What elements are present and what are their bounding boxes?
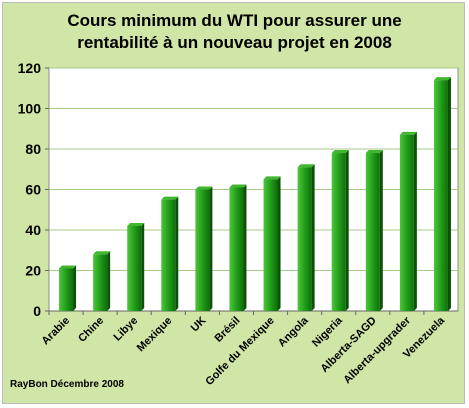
y-tick-label: 20 (25, 263, 41, 279)
x-tick-label: Arabie (39, 315, 72, 348)
chart-title: Cours minimum du WTI pour assurer une re… (0, 10, 469, 54)
chart-title-line-2: rentabilité à un nouveau projet en 2008 (77, 33, 392, 52)
bar (297, 164, 315, 311)
bar (161, 196, 179, 311)
y-tick-label: 120 (18, 60, 42, 76)
footer-credit: RayBon Décembre 2008 (10, 379, 124, 390)
x-tick-label: Angola (276, 314, 311, 349)
y-tick-label: 0 (33, 303, 41, 319)
bar (433, 77, 451, 312)
x-tick-label: Mexique (135, 315, 175, 355)
bar (331, 150, 349, 311)
bar (59, 265, 77, 311)
x-tick-label: Libye (112, 315, 141, 344)
x-tick-label: Brésil (212, 315, 242, 345)
x-tick-label: UK (189, 315, 209, 335)
y-tick-label: 80 (25, 141, 41, 157)
chart-title-line-1: Cours minimum du WTI pour assurer une (67, 11, 402, 30)
bar (399, 131, 417, 311)
y-tick-label: 100 (18, 101, 42, 117)
y-tick-label: 60 (25, 182, 41, 198)
x-tick-label: Chine (76, 315, 106, 345)
bar (229, 184, 247, 311)
bar (195, 186, 213, 311)
y-tick-label: 40 (25, 222, 41, 238)
bar (365, 150, 383, 311)
bar (127, 222, 145, 311)
bar (93, 251, 111, 311)
bar (263, 176, 281, 311)
